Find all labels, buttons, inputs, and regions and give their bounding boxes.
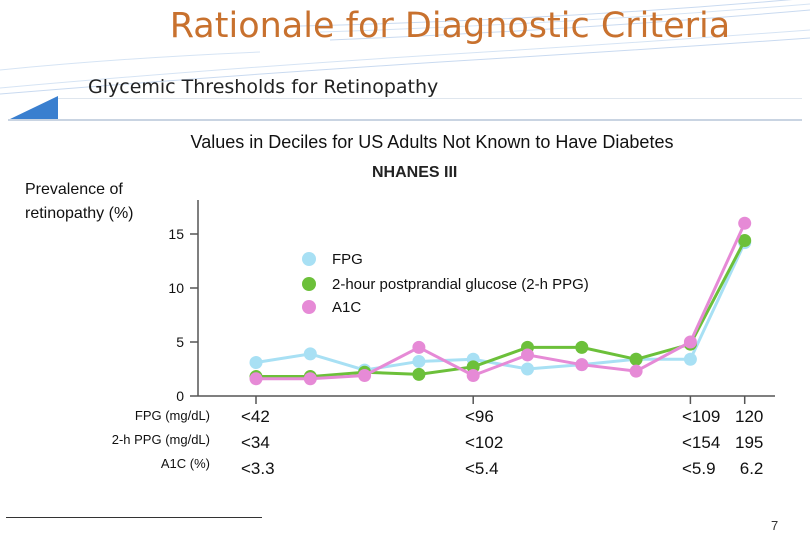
- y-tick-label-5: 5: [176, 334, 184, 350]
- accent-triangle: [8, 96, 58, 120]
- category-label-decile-1: <42 <34 <3.3: [241, 407, 275, 478]
- legend-label-1: 2-hour postprandial glucose (2-h PPG): [332, 276, 589, 293]
- series-1-point-4: [412, 367, 426, 381]
- legend-marker-2: [302, 300, 316, 314]
- series-2-point-6: [521, 348, 534, 362]
- series-1-point-8: [629, 352, 643, 366]
- series-0-point-9: [683, 352, 697, 366]
- row-label-fpg: FPG (mg/dL): [134, 408, 210, 423]
- footnote-divider: [6, 517, 262, 518]
- category-label-decile-5: <96 <102 <5.4: [465, 407, 504, 478]
- page-number: 7: [771, 518, 779, 533]
- legend-label-2: A1C: [332, 299, 361, 316]
- series-2-point-8: [629, 364, 643, 378]
- chart-title: Values in Deciles for US Adults Not Know…: [190, 132, 674, 152]
- series-2-point-3: [358, 368, 372, 382]
- row-label-ppg: 2-h PPG (mg/dL): [111, 432, 210, 447]
- series-2-point-5: [466, 368, 480, 382]
- series-line-1: [256, 239, 747, 379]
- y-tick-label-15: 15: [168, 226, 184, 242]
- category-label-decile-10: 120 195 6.2: [735, 407, 764, 478]
- chart-subtitle: NHANES III: [372, 164, 458, 181]
- slide-title: Rationale for Diagnostic Criteria: [169, 6, 731, 46]
- series-0-point-6: [521, 362, 534, 376]
- series-0-point-1: [249, 356, 263, 370]
- series-2-point-2: [303, 372, 317, 386]
- series-2-point-10: [738, 216, 752, 230]
- series-2-point-1: [249, 372, 263, 386]
- series-0-point-2: [303, 347, 317, 361]
- y-tick-label-0: 0: [176, 388, 184, 404]
- series-2-point-7: [575, 358, 589, 372]
- slide-subtitle: Glycemic Thresholds for Retinopathy: [88, 76, 439, 98]
- legend-marker-0: [302, 252, 316, 266]
- header-decoration: [0, 0, 810, 121]
- series-2-point-4: [412, 340, 426, 354]
- y-tick-label-10: 10: [168, 280, 184, 296]
- legend-marker-1: [302, 277, 316, 291]
- category-label-decile-9: <109 <154 <5.9: [682, 407, 721, 478]
- series-2-point-9: [683, 335, 697, 349]
- row-label-a1c: A1C (%): [160, 456, 210, 471]
- series-line-2: [256, 222, 747, 381]
- series-1-point-7: [575, 340, 589, 354]
- legend-label-0: FPG: [332, 251, 363, 268]
- y-axis-label: Prevalence of retinopathy (%): [25, 181, 134, 222]
- series-0-point-4: [412, 354, 426, 368]
- series-1-point-10: [738, 233, 752, 247]
